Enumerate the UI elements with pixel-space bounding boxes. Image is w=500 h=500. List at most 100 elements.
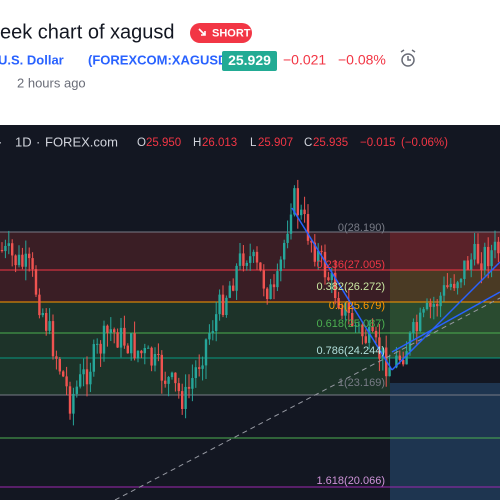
trend-lines bbox=[291, 207, 500, 371]
candle-body bbox=[160, 354, 163, 381]
candle-body bbox=[493, 241, 497, 251]
candle-body bbox=[289, 214, 293, 234]
ohlc-change: −0.015 bbox=[360, 137, 396, 149]
candle-body bbox=[259, 262, 262, 271]
candle-body bbox=[150, 347, 153, 366]
candle-body bbox=[153, 353, 157, 366]
candle-body bbox=[446, 285, 449, 288]
candle-body bbox=[283, 242, 286, 260]
candle-body bbox=[106, 325, 109, 333]
fib-label: 0.5(25.679) bbox=[329, 300, 385, 312]
candle-body bbox=[204, 339, 208, 366]
candle-body bbox=[463, 260, 466, 279]
candle-body bbox=[422, 309, 425, 313]
candle-body bbox=[225, 297, 228, 316]
candle-body bbox=[317, 250, 320, 262]
candle-body bbox=[11, 243, 14, 256]
candle-body bbox=[300, 209, 303, 216]
candle-body bbox=[72, 393, 75, 414]
source: FOREX.com bbox=[45, 134, 118, 149]
interval[interactable]: 1D bbox=[15, 134, 32, 149]
symbol-name[interactable]: U.S. Dollar bbox=[0, 52, 64, 67]
ohlc-value: 25.950 bbox=[146, 137, 181, 149]
candle-body bbox=[266, 288, 269, 300]
candle-body bbox=[395, 355, 398, 368]
candle-body bbox=[92, 344, 95, 372]
candle-body bbox=[208, 333, 211, 340]
candle-body bbox=[218, 294, 221, 315]
candle-body bbox=[368, 326, 371, 343]
candle-body bbox=[361, 324, 364, 337]
change-pct: −0.08% bbox=[338, 52, 386, 68]
candle-body bbox=[238, 253, 242, 266]
candle-body bbox=[378, 337, 381, 359]
candle-body bbox=[181, 391, 184, 409]
candle-body bbox=[170, 372, 174, 378]
candle-body bbox=[75, 386, 78, 394]
candle-body bbox=[306, 214, 310, 241]
candle-body bbox=[21, 254, 24, 267]
candle-body bbox=[102, 325, 106, 354]
candle-body bbox=[310, 240, 313, 243]
candle-body bbox=[62, 371, 65, 377]
candle-body bbox=[34, 269, 38, 295]
toolbar-bg bbox=[0, 130, 460, 156]
candle-body bbox=[347, 303, 350, 314]
candle-body bbox=[99, 343, 102, 354]
candle-body bbox=[272, 284, 276, 288]
candle-body bbox=[164, 380, 167, 384]
candle-body bbox=[174, 372, 177, 384]
candle-body bbox=[109, 329, 112, 333]
candle-body bbox=[351, 313, 354, 326]
candle-body bbox=[371, 326, 374, 331]
candle-body bbox=[130, 333, 133, 354]
fib-label: 0.618(25.087) bbox=[317, 318, 386, 330]
candle-body bbox=[320, 250, 323, 252]
candle-body bbox=[116, 332, 119, 348]
candle-body bbox=[113, 329, 116, 333]
alert-icon[interactable] bbox=[400, 49, 416, 67]
badge-text: SHORT bbox=[212, 27, 251, 39]
idea-title: eek chart of xagusd bbox=[0, 21, 175, 43]
candle-body bbox=[82, 369, 85, 375]
candle-body bbox=[140, 350, 143, 354]
candle-body bbox=[262, 270, 265, 289]
ohlc-value: 25.907 bbox=[258, 137, 293, 149]
candle-body bbox=[456, 282, 459, 289]
candle-body bbox=[269, 284, 272, 300]
candle-body bbox=[449, 283, 452, 288]
candle-body bbox=[480, 263, 483, 271]
candles bbox=[0, 179, 500, 426]
candle-body bbox=[470, 259, 473, 270]
candle-body bbox=[48, 321, 51, 331]
ohlc-change-pct: (−0.06%) bbox=[401, 137, 448, 149]
candle-body bbox=[429, 302, 432, 307]
candle-body bbox=[177, 383, 180, 392]
candle-body bbox=[157, 353, 160, 355]
chart: 0(28.190) 0.236(27.005) 0.382(26.272) 0.… bbox=[0, 125, 500, 500]
candle-body bbox=[255, 251, 259, 263]
candle-body bbox=[381, 347, 384, 359]
ohlc-key: O bbox=[137, 137, 146, 149]
candle-body bbox=[296, 188, 299, 216]
candle-body bbox=[412, 322, 415, 333]
candle-body bbox=[286, 233, 289, 243]
short-badge[interactable] bbox=[190, 23, 252, 43]
candle-body bbox=[327, 277, 330, 281]
candle-body bbox=[476, 243, 480, 264]
fib-label: 0.236(27.005) bbox=[317, 259, 386, 271]
candle-body bbox=[459, 278, 463, 283]
candle-body bbox=[232, 285, 235, 291]
candle-body bbox=[58, 358, 61, 372]
symbol-code[interactable]: (FOREXCOM:XAGUSD) bbox=[88, 52, 232, 67]
candle-body bbox=[487, 246, 490, 267]
fib-labels: 0(28.190) 0.236(27.005) 0.382(26.272) 0.… bbox=[317, 222, 386, 487]
toolbar: · 1D · FOREX.com O 25.950 H 26.013 L 25.… bbox=[0, 134, 448, 149]
separator: · bbox=[36, 134, 40, 149]
candle-body bbox=[119, 327, 123, 348]
candle-body bbox=[419, 312, 422, 332]
candle-body bbox=[24, 253, 27, 267]
timestamp: 2 hours ago bbox=[17, 75, 86, 90]
